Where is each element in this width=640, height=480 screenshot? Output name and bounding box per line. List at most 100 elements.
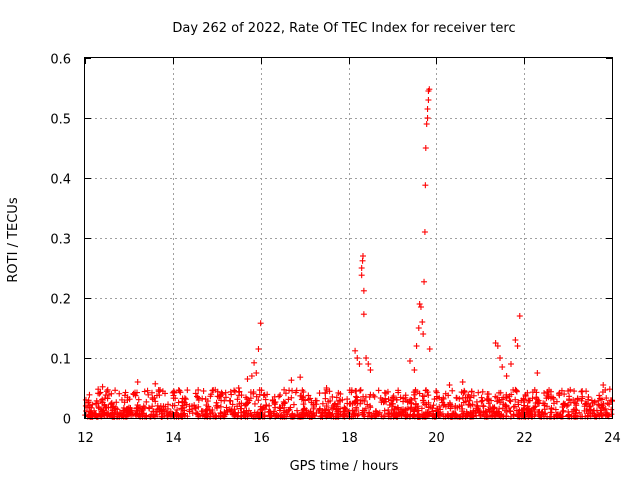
noise-point bbox=[598, 396, 605, 403]
data-point bbox=[606, 386, 613, 393]
noise-point bbox=[333, 405, 340, 412]
noise-point bbox=[344, 400, 351, 407]
noise-point bbox=[597, 407, 604, 414]
noise-point bbox=[478, 394, 485, 401]
noise-point bbox=[104, 386, 111, 393]
y-tick-label: 0.5 bbox=[50, 113, 71, 128]
noise-point bbox=[493, 410, 500, 417]
plot-frame bbox=[84, 57, 613, 419]
noise-point bbox=[218, 389, 225, 396]
noise-point bbox=[199, 395, 206, 402]
noise-point bbox=[182, 396, 189, 403]
data-point bbox=[152, 380, 159, 387]
noise-point bbox=[244, 400, 251, 407]
noise-point bbox=[403, 397, 410, 404]
noise-point bbox=[502, 402, 509, 409]
noise-point bbox=[228, 391, 235, 398]
noise-point bbox=[480, 403, 487, 410]
data-point bbox=[426, 86, 433, 93]
noise-point bbox=[253, 393, 260, 400]
noise-point bbox=[104, 395, 111, 402]
noise-point bbox=[480, 402, 487, 409]
noise-point bbox=[467, 402, 474, 409]
noise-point bbox=[553, 411, 560, 418]
noise-point bbox=[272, 399, 279, 406]
noise-point bbox=[353, 394, 360, 401]
noise-point bbox=[349, 407, 356, 414]
noise-point bbox=[267, 410, 274, 417]
noise-point bbox=[482, 409, 489, 416]
noise-point bbox=[237, 405, 244, 412]
noise-point bbox=[116, 409, 123, 416]
noise-point bbox=[602, 405, 609, 412]
noise-point bbox=[189, 410, 196, 417]
noise-point bbox=[333, 394, 340, 401]
noise-point bbox=[533, 389, 540, 396]
noise-point bbox=[103, 388, 110, 395]
noise-point bbox=[217, 403, 224, 410]
noise-point bbox=[86, 391, 93, 398]
noise-point bbox=[251, 400, 258, 407]
noise-point bbox=[281, 400, 288, 407]
noise-point bbox=[193, 393, 200, 400]
noise-point bbox=[143, 398, 150, 405]
noise-point bbox=[120, 404, 127, 411]
noise-point bbox=[414, 403, 421, 410]
noise-point bbox=[459, 394, 466, 401]
noise-point bbox=[461, 387, 468, 394]
noise-point bbox=[149, 396, 156, 403]
noise-point bbox=[155, 388, 162, 395]
noise-point bbox=[262, 396, 269, 403]
data-point bbox=[356, 361, 363, 367]
noise-point bbox=[206, 407, 213, 414]
noise-point bbox=[520, 396, 527, 403]
noise-point bbox=[602, 386, 609, 393]
noise-point bbox=[424, 411, 431, 418]
y-tick-label: 0.1 bbox=[50, 353, 71, 368]
data-point bbox=[512, 337, 519, 343]
noise-point bbox=[532, 411, 539, 418]
noise-point bbox=[313, 401, 320, 408]
noise-point bbox=[423, 401, 430, 408]
noise-point bbox=[153, 392, 160, 399]
noise-point bbox=[458, 408, 465, 415]
noise-point bbox=[561, 391, 568, 398]
noise-point bbox=[276, 407, 283, 414]
noise-point bbox=[583, 406, 590, 413]
noise-point bbox=[109, 409, 116, 416]
noise-point bbox=[526, 397, 533, 404]
noise-point bbox=[247, 395, 254, 402]
noise-point bbox=[420, 397, 427, 404]
noise-point bbox=[305, 396, 312, 403]
noise-point bbox=[260, 392, 267, 399]
noise-point bbox=[261, 391, 268, 398]
noise-point bbox=[579, 393, 586, 400]
noise-point bbox=[464, 410, 471, 417]
noise-point bbox=[460, 399, 467, 406]
noise-point bbox=[104, 412, 111, 419]
noise-point bbox=[582, 400, 589, 407]
noise-point bbox=[98, 398, 105, 405]
axis-ticks: 12 14 16 18 20 22 24 0 0.1 0.2 0.3 0.4 0.5 0.6 bbox=[50, 53, 620, 447]
noise-point bbox=[364, 401, 371, 408]
noise-point bbox=[192, 405, 199, 412]
noise-point bbox=[560, 407, 567, 414]
noise-point bbox=[289, 410, 296, 417]
data-point bbox=[99, 383, 106, 390]
noise-point bbox=[323, 402, 330, 409]
noise-point bbox=[466, 401, 473, 408]
noise-point bbox=[430, 411, 437, 418]
noise-point bbox=[381, 407, 388, 414]
noise-point bbox=[170, 395, 177, 402]
noise-point bbox=[388, 407, 395, 414]
noise-point bbox=[166, 410, 173, 417]
noise-point bbox=[430, 402, 437, 409]
data-point bbox=[255, 346, 262, 352]
noise-point bbox=[541, 390, 548, 397]
noise-point bbox=[178, 405, 185, 412]
y-tick-label: 0 bbox=[63, 413, 71, 428]
data-point bbox=[169, 389, 176, 396]
noise-point bbox=[591, 399, 598, 406]
y-tick-label: 0.6 bbox=[50, 53, 71, 68]
data-point bbox=[367, 367, 374, 373]
